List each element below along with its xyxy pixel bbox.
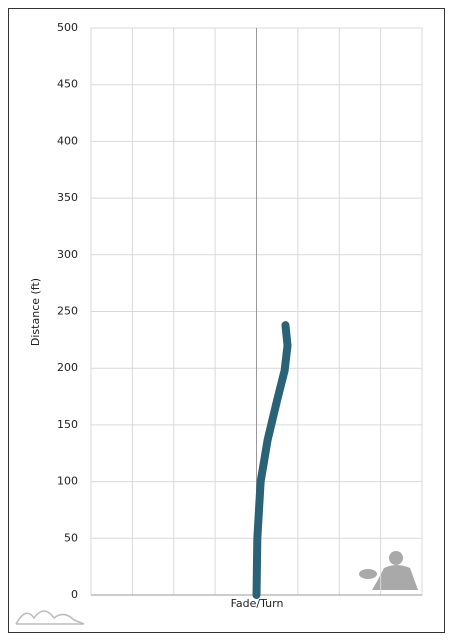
y-tick-label: 400	[57, 134, 78, 147]
y-tick-label: 0	[71, 588, 78, 601]
logo-left	[15, 610, 85, 625]
y-tick-label: 200	[57, 361, 78, 374]
y-tick-label: 100	[57, 475, 78, 488]
chart-frame	[8, 8, 445, 633]
y-tick-label: 300	[57, 248, 78, 261]
y-axis-label: Distance (ft)	[29, 278, 42, 346]
y-tick-label: 500	[57, 21, 78, 34]
y-tick-label: 250	[57, 305, 78, 318]
flight-path	[252, 321, 292, 599]
y-tick-label: 450	[57, 78, 78, 91]
y-tick-label: 150	[57, 418, 78, 431]
y-tick-label: 350	[57, 191, 78, 204]
y-tick-label: 50	[64, 531, 78, 544]
logo-right	[359, 551, 418, 590]
x-axis-label: Fade/Turn	[231, 597, 284, 610]
